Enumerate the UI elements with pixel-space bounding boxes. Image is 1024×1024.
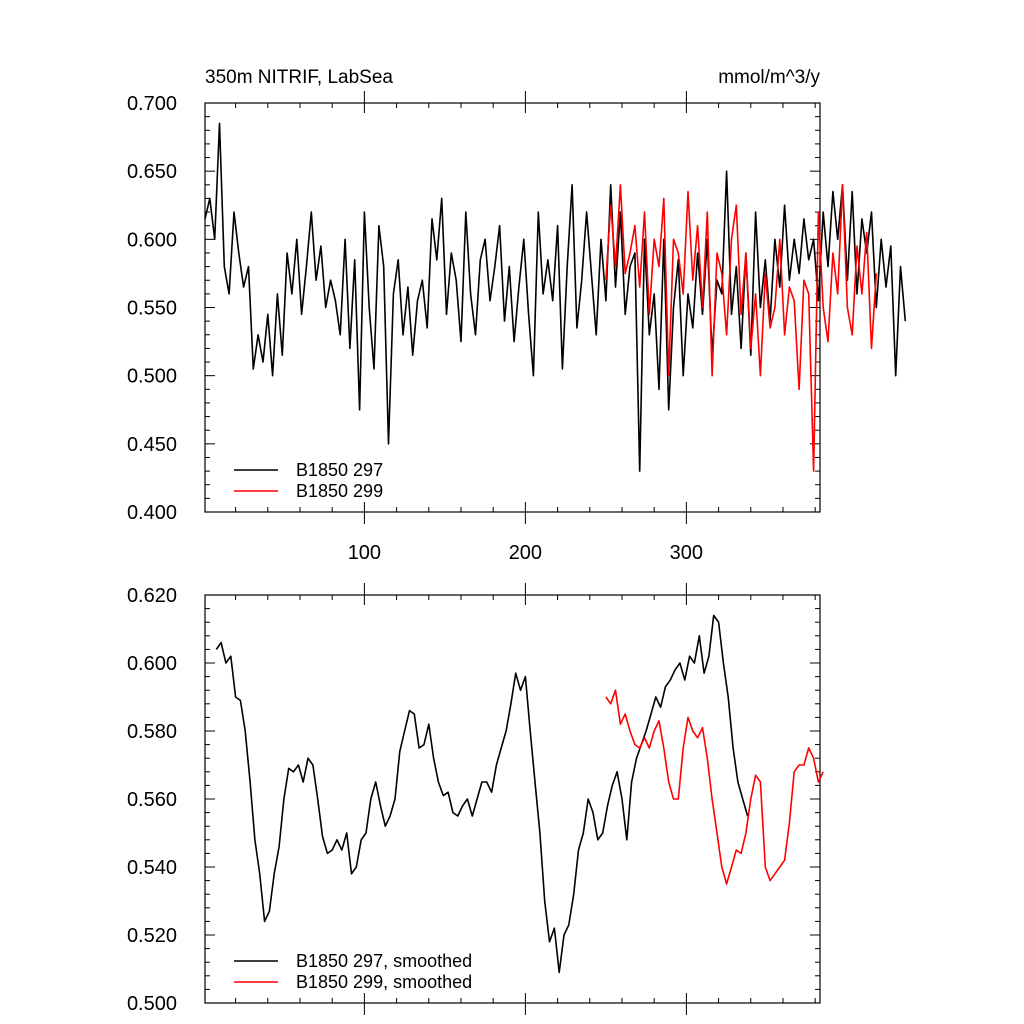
y-tick-label: 0.560	[127, 789, 177, 811]
y-tick-label: 0.450	[127, 434, 177, 456]
y-tick-label: 0.600	[127, 653, 177, 675]
x-tick-label: 300	[670, 542, 703, 564]
y-tick-label: 0.620	[127, 585, 177, 607]
plot-frame	[204, 594, 821, 1004]
y-tick-label: 0.550	[127, 298, 177, 320]
y-tick-label: 0.700	[127, 93, 177, 115]
y-tick-label: 0.540	[127, 857, 177, 879]
bottom-panel: 0.500 0.520 0.540 0.560 0.580 0.600 0.620 B1850…	[127, 583, 824, 1015]
y-tick-label: 0.650	[127, 161, 177, 183]
series-line-red	[605, 689, 824, 885]
y-tick-label: 0.600	[127, 229, 177, 251]
y-tick-label: 0.500	[127, 366, 177, 388]
y-tick-label: 0.500	[127, 993, 177, 1015]
x-tick-label: 100	[348, 542, 381, 564]
legend-label: B1850 299, smoothed	[296, 972, 472, 992]
series-line-red	[605, 184, 878, 472]
legend-label: B1850 297	[296, 460, 383, 480]
y-tick-label: 0.520	[127, 925, 177, 947]
series-line-black	[215, 614, 749, 974]
legend-label: B1850 297, smoothed	[296, 951, 472, 971]
y-tick-label: 0.400	[127, 502, 177, 524]
top-panel: 0.400 0.450 0.500 0.550 0.600 0.650 0.700 100 20…	[127, 67, 907, 564]
legend-label: B1850 299	[296, 481, 383, 501]
series-line-black	[204, 122, 907, 472]
y-tick-label: 0.580	[127, 721, 177, 743]
x-tick-label: 200	[509, 542, 542, 564]
chart-title: 350m NITRIF, LabSea	[205, 67, 393, 88]
units-label: mmol/m^3/y	[718, 67, 820, 88]
